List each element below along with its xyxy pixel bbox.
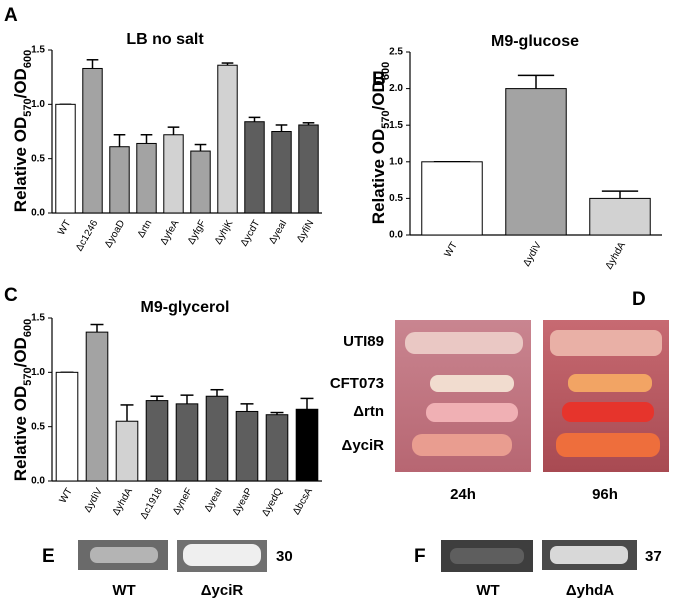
chart-title: LB no salt bbox=[126, 31, 204, 48]
bar bbox=[244, 121, 265, 214]
bar bbox=[205, 395, 229, 482]
y-axis-label-part: 600 bbox=[22, 50, 34, 68]
temperature-label: 37 bbox=[645, 548, 662, 565]
y-tick-label: 0.0 bbox=[31, 476, 45, 487]
panel-letter: C bbox=[4, 285, 18, 306]
x-tick-label: WT bbox=[443, 240, 460, 259]
y-tick-label: 1.5 bbox=[31, 313, 45, 324]
panel-letter: D bbox=[632, 289, 646, 310]
y-axis-label-part: 570 bbox=[380, 110, 392, 128]
strain-label: WT bbox=[476, 582, 499, 599]
x-tick-label: ΔyfiN bbox=[295, 218, 316, 244]
x-tick-label: WT bbox=[56, 218, 73, 237]
y-axis-label-part: 600 bbox=[380, 62, 392, 80]
y-tick-label: 2.0 bbox=[389, 83, 403, 94]
y-tick-label: 2.5 bbox=[389, 47, 403, 58]
x-tick-label: Δrtn bbox=[136, 218, 155, 239]
x-tick-label: ΔyhdA bbox=[604, 240, 628, 271]
x-tick-label: ΔyfeA bbox=[159, 218, 182, 247]
x-tick-label: ΔyfgF bbox=[186, 218, 209, 246]
bar bbox=[85, 331, 109, 482]
strain-label: ΔyciR bbox=[201, 582, 244, 599]
chart-title: M9-glucose bbox=[491, 33, 579, 50]
y-tick-label: 1.5 bbox=[31, 45, 45, 56]
y-axis-label-part: /OD bbox=[11, 68, 30, 98]
bar bbox=[175, 403, 199, 482]
x-tick-label: ΔydiV bbox=[82, 486, 105, 514]
x-tick-label: ΔycdT bbox=[239, 218, 263, 248]
bar bbox=[136, 142, 157, 214]
y-tick-label: 1.5 bbox=[389, 120, 403, 131]
bar bbox=[235, 410, 259, 482]
column-label: 24h bbox=[450, 486, 476, 503]
bar bbox=[271, 131, 292, 214]
y-axis-label-part: Relative OD bbox=[11, 117, 30, 212]
column-label: 96h bbox=[592, 486, 618, 503]
y-tick-label: 0.0 bbox=[31, 208, 45, 219]
bar bbox=[145, 400, 169, 482]
panel-letter: E bbox=[42, 546, 55, 567]
x-tick-label: WT bbox=[58, 486, 75, 505]
panel-letter: B bbox=[372, 69, 386, 90]
row-label: UTI89 bbox=[343, 333, 384, 350]
bar bbox=[295, 408, 319, 482]
y-axis-label-part: 600 bbox=[22, 319, 34, 337]
bar bbox=[298, 124, 319, 214]
panel-letter: A bbox=[4, 5, 18, 26]
x-tick-label: ΔyneF bbox=[171, 486, 195, 517]
y-tick-label: 0.5 bbox=[31, 421, 45, 432]
x-tick-label: ΔyhdA bbox=[111, 486, 135, 517]
y-tick-label: 0.5 bbox=[389, 193, 403, 204]
panel-letter: F bbox=[414, 546, 426, 567]
y-axis-label: Relative OD570/OD600 bbox=[369, 62, 391, 224]
y-axis-label-part: 570 bbox=[22, 367, 34, 385]
chart-title: M9-glycerol bbox=[141, 299, 230, 316]
y-tick-label: 1.0 bbox=[389, 156, 403, 167]
x-tick-label: ΔbcsA bbox=[291, 486, 315, 517]
x-tick-label: ΔyeaI bbox=[267, 218, 289, 246]
bar bbox=[82, 67, 103, 214]
y-axis-label: Relative OD570/OD600 bbox=[11, 50, 33, 212]
x-tick-label: Δc1918 bbox=[138, 486, 165, 521]
colony-photos bbox=[78, 540, 637, 572]
x-tick-label: ΔyeaP bbox=[231, 486, 255, 517]
x-tick-label: ΔydiV bbox=[521, 240, 544, 268]
x-tick-label: Δc1246 bbox=[74, 218, 101, 253]
bar bbox=[55, 103, 76, 214]
y-axis-label-part: Relative OD bbox=[11, 386, 30, 481]
y-tick-label: 0.5 bbox=[31, 153, 45, 164]
temperature-label: 30 bbox=[276, 548, 293, 565]
bar bbox=[115, 420, 139, 482]
x-tick-label: ΔyeaI bbox=[203, 486, 225, 514]
bar bbox=[55, 371, 79, 482]
y-axis-label-part: /OD bbox=[11, 337, 30, 367]
row-label: ΔyciR bbox=[342, 437, 385, 454]
y-axis-label: Relative OD570/OD600 bbox=[11, 319, 33, 481]
y-axis-label-part: Relative OD bbox=[369, 129, 388, 224]
bar bbox=[217, 64, 238, 214]
bar bbox=[421, 161, 483, 236]
x-tick-label: ΔyhjK bbox=[213, 218, 236, 246]
bar bbox=[109, 146, 130, 214]
bar bbox=[505, 88, 567, 236]
y-axis-label-part: /OD bbox=[369, 80, 388, 110]
row-label: Δrtn bbox=[353, 403, 384, 420]
strain-label: WT bbox=[112, 582, 135, 599]
row-label: CFT073 bbox=[330, 375, 384, 392]
y-axis-label-part: 570 bbox=[22, 98, 34, 116]
x-tick-label: ΔyoaD bbox=[103, 218, 128, 250]
y-tick-label: 0.0 bbox=[389, 230, 403, 241]
plate-photos bbox=[395, 320, 669, 472]
bar bbox=[589, 197, 651, 236]
bar bbox=[265, 414, 289, 482]
x-tick-label: ΔyedQ bbox=[260, 486, 285, 518]
bar bbox=[190, 150, 211, 214]
bar bbox=[163, 134, 184, 214]
y-tick-label: 1.0 bbox=[31, 367, 45, 378]
y-tick-label: 1.0 bbox=[31, 99, 45, 110]
strain-label: ΔyhdA bbox=[566, 582, 614, 599]
